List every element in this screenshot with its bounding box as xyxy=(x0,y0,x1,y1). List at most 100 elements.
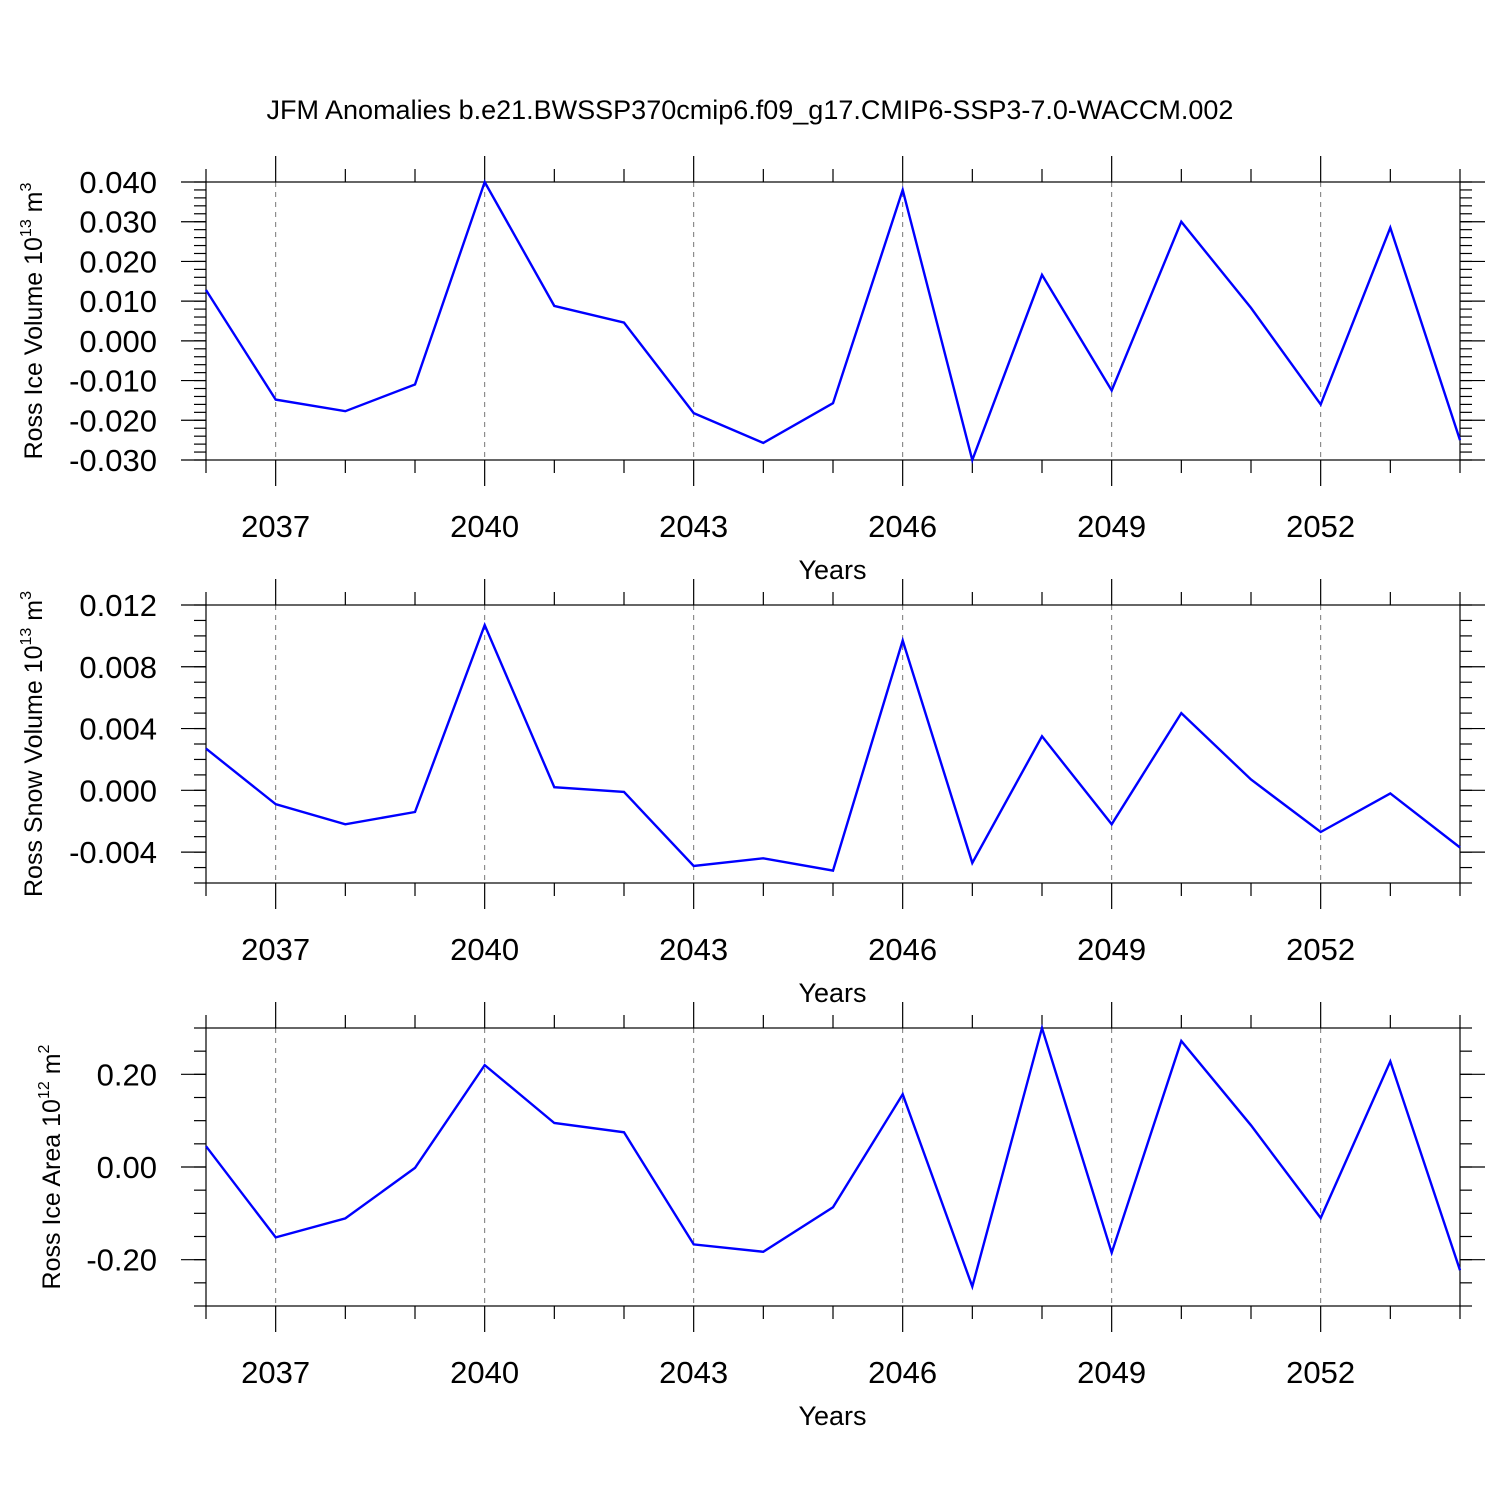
data-point xyxy=(483,623,487,627)
data-point xyxy=(901,1092,905,1096)
data-point xyxy=(692,411,696,415)
x-axis-label: Years xyxy=(798,978,866,1008)
plot-frame xyxy=(205,604,1461,884)
data-point xyxy=(552,1121,556,1125)
y-tick-label: 0.020 xyxy=(79,244,157,279)
data-point xyxy=(274,1235,278,1239)
x-tick-label: 2040 xyxy=(450,509,519,544)
data-point xyxy=(761,441,765,445)
y-tick-label: -0.004 xyxy=(69,835,157,870)
y-axis-label-unit_exp: 3 xyxy=(18,591,35,600)
x-tick-label: 2049 xyxy=(1077,1355,1146,1390)
data-point xyxy=(831,1205,835,1209)
y-tick-label: 0.00 xyxy=(97,1150,157,1185)
data-point xyxy=(1388,791,1392,795)
x-tick-label: 2043 xyxy=(659,932,728,967)
y-axis-label-exp: 12 xyxy=(36,1081,53,1099)
y-tick-label: 0.000 xyxy=(79,773,157,808)
plot-frame xyxy=(205,181,1461,461)
data-point xyxy=(692,864,696,868)
data-point xyxy=(1319,1216,1323,1220)
data-point xyxy=(1319,402,1323,406)
y-axis-label-unit: m xyxy=(20,600,48,628)
data-point xyxy=(901,639,905,643)
y-tick-label: 0.040 xyxy=(79,165,157,200)
series-line xyxy=(205,1023,1462,1291)
data-point xyxy=(1179,220,1183,224)
y-axis-label-unit_exp: 2 xyxy=(36,1044,53,1053)
x-tick-label: 2046 xyxy=(868,509,937,544)
x-tick-label: 2046 xyxy=(868,932,937,967)
data-point xyxy=(343,409,347,413)
data-point xyxy=(1179,711,1183,715)
x-tick-label: 2049 xyxy=(1077,932,1146,967)
data-point xyxy=(970,1285,974,1289)
series-line xyxy=(205,621,1461,872)
data-point xyxy=(761,856,765,860)
x-tick-label: 2052 xyxy=(1286,932,1355,967)
y-tick-label: 0.012 xyxy=(79,588,157,623)
panel-1: -0.030 -0.020 -0.010 0.000 0.010 0.020 0.030 0.… xyxy=(18,156,1485,585)
data-point xyxy=(1458,438,1462,442)
x-tick-label: 2046 xyxy=(868,1355,937,1390)
y-tick-label: -0.020 xyxy=(69,403,157,438)
y-tick-label: 0.20 xyxy=(97,1057,157,1092)
data-point xyxy=(413,810,417,814)
data-point xyxy=(901,188,905,192)
data-point xyxy=(1110,389,1114,393)
data-point xyxy=(1249,778,1253,782)
data-point xyxy=(1319,830,1323,834)
y-tick-label: 0.008 xyxy=(79,650,157,685)
y-tick-label: -0.010 xyxy=(69,364,157,399)
y-tick-label: 0.004 xyxy=(79,712,157,747)
y-axis-label-exp: 13 xyxy=(18,628,35,646)
data-point xyxy=(1388,1059,1392,1063)
y-axis-label-exp: 13 xyxy=(18,219,35,237)
data-point xyxy=(970,861,974,865)
data-point xyxy=(274,802,278,806)
data-point xyxy=(970,458,974,462)
data-point xyxy=(692,1242,696,1246)
data-point xyxy=(204,288,208,292)
x-tick-label: 2049 xyxy=(1077,509,1146,544)
y-tick-label: 0.030 xyxy=(79,205,157,240)
y-tick-label: -0.030 xyxy=(69,443,157,478)
x-tick-label: 2052 xyxy=(1286,1355,1355,1390)
data-point xyxy=(552,304,556,308)
x-tick-label: 2037 xyxy=(241,932,310,967)
data-point xyxy=(413,383,417,387)
x-tick-label: 2040 xyxy=(450,1355,519,1390)
plot-frame xyxy=(205,1027,1461,1307)
series-line xyxy=(204,179,1462,464)
data-point xyxy=(483,180,487,184)
data-point xyxy=(1179,1039,1183,1043)
y-tick-label: 0.000 xyxy=(79,324,157,359)
x-axis-label: Years xyxy=(798,1401,866,1431)
data-point xyxy=(274,398,278,402)
y-axis-label-unit: m xyxy=(38,1053,66,1081)
data-point xyxy=(761,1250,765,1254)
x-tick-label: 2037 xyxy=(241,1355,310,1390)
data-point xyxy=(204,1144,208,1148)
x-axis-label: Years xyxy=(798,555,866,585)
data-point xyxy=(1249,1123,1253,1127)
data-point xyxy=(1110,1251,1114,1255)
y-axis-label: Ross Snow Volume 1013 m3 xyxy=(18,591,48,897)
data-point xyxy=(1110,822,1114,826)
x-tick-label: 2052 xyxy=(1286,509,1355,544)
y-axis-label-prefix: Ross Ice Area 10 xyxy=(38,1099,66,1289)
data-point xyxy=(343,1216,347,1220)
data-point xyxy=(1388,226,1392,230)
y-axis-label: Ross Ice Volume 1013 m3 xyxy=(18,182,48,459)
panel-3: -0.20 0.00 0.20 2037 2040 2043 2046 2049 2052 Yea… xyxy=(36,1002,1485,1431)
data-point xyxy=(622,790,626,794)
data-point xyxy=(413,1166,417,1170)
data-point xyxy=(1458,845,1462,849)
data-point xyxy=(622,1130,626,1134)
figure-title: JFM Anomalies b.e21.BWSSP370cmip6.f09_g1… xyxy=(267,95,1234,125)
x-tick-label: 2037 xyxy=(241,509,310,544)
data-point xyxy=(1040,1026,1044,1030)
data-point xyxy=(1249,306,1253,310)
data-point xyxy=(622,321,626,325)
